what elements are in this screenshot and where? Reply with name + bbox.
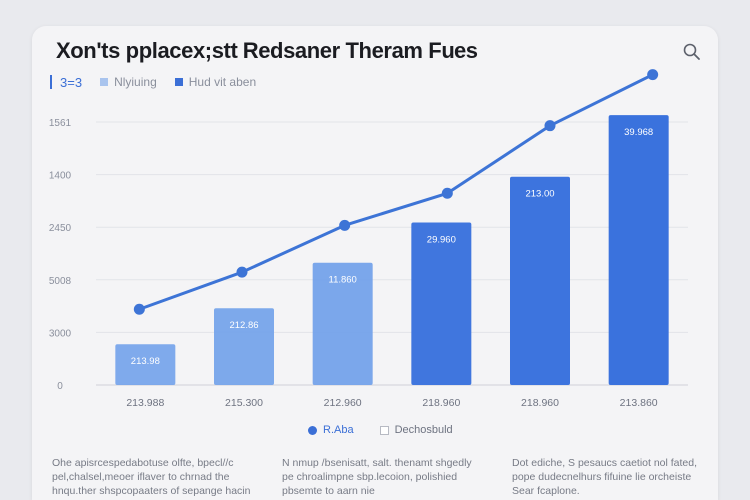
- footer-notes: Ohe apisrcespedabotuse olfte, bpecl//c …: [52, 456, 702, 498]
- footer-note-1: Ohe apisrcespedabotuse olfte, bpecl//c …: [52, 456, 252, 498]
- chart-card: Xon'ts pplacex;stt Redsaner Theram Fue…: [32, 26, 718, 500]
- x-tick-label: 212.960: [324, 397, 362, 409]
- line-point: [647, 69, 658, 80]
- footer-note-2: N nmup /bsenisatt, salt. thenamt shgedly…: [282, 456, 482, 498]
- line-point: [339, 220, 350, 231]
- y-tick-label: 1400: [49, 171, 72, 182]
- bar-data-label: 213.98: [131, 356, 160, 367]
- x-tick-label: 213.860: [620, 397, 658, 409]
- series-line: [139, 75, 652, 310]
- footer-note-3: Dot ediche, S pesaucs caetiot nol fated,…: [512, 456, 702, 498]
- x-tick-label: 215.300: [225, 397, 263, 409]
- legend-label: R.Aba: [323, 424, 354, 436]
- legend-square: [380, 426, 389, 435]
- y-tick-label: 5008: [49, 276, 72, 287]
- line-point: [134, 304, 145, 315]
- bottom-legend: R.Aba Dechosbuld: [308, 424, 453, 436]
- y-tick-label: 1561: [49, 118, 72, 129]
- bar: [510, 177, 570, 385]
- line-point: [237, 267, 248, 278]
- x-tick-label: 213.988: [126, 397, 164, 409]
- bar-data-label: 11.860: [328, 275, 356, 286]
- legend-dot: [308, 426, 317, 435]
- x-tick-label: 218.960: [422, 397, 460, 409]
- bar-data-label: 29.960: [427, 234, 456, 245]
- legend-item-dechosbuld[interactable]: Dechosbuld: [380, 424, 453, 436]
- bar-data-label: 213.00: [525, 189, 554, 200]
- x-tick-label: 218.960: [521, 397, 559, 409]
- y-tick-label: 3000: [49, 328, 72, 339]
- y-tick-label: 0: [57, 381, 63, 392]
- chart-canvas: 0 3000 5008 2450 1400 1561 213.98 212.86 11.860 2…: [32, 26, 718, 416]
- legend-item-raba[interactable]: R.Aba: [308, 424, 354, 436]
- line-point: [545, 120, 556, 131]
- bar-data-label: 212.86: [229, 320, 258, 331]
- bar-data-label: 39.968: [624, 127, 653, 138]
- y-tick-label: 2450: [49, 223, 72, 234]
- legend-label: Dechosbuld: [395, 424, 453, 436]
- line-point: [442, 188, 453, 199]
- bar: [609, 115, 669, 385]
- bar: [411, 222, 471, 385]
